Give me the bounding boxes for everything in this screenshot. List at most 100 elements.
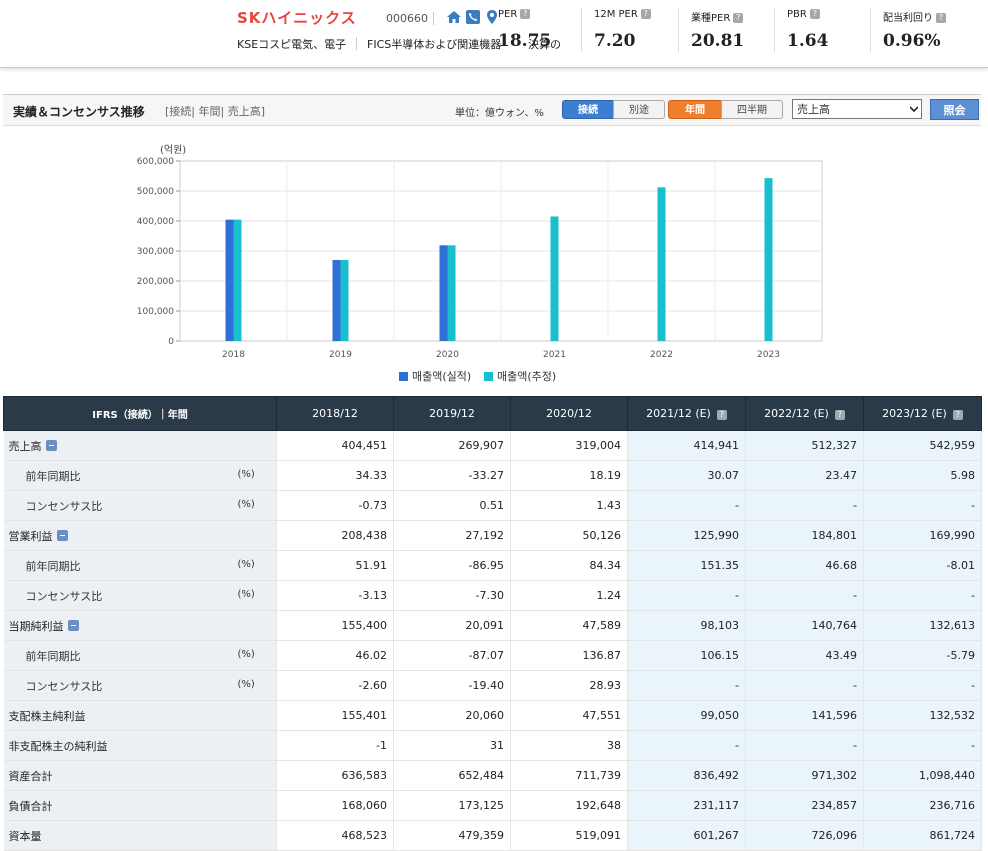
table-cell: -87.07 [393, 640, 511, 671]
help-icon[interactable]: ? [733, 13, 744, 23]
table-cell: -3.13 [276, 580, 394, 611]
home-icon[interactable] [446, 9, 462, 25]
x-tick-label: 2018 [222, 350, 245, 360]
annual-toggle[interactable]: 年間 [668, 100, 722, 119]
row-unit: (%) [237, 679, 255, 690]
item-select[interactable]: 売上高 [792, 99, 922, 119]
consolidated-toggle[interactable]: 接続 [562, 100, 614, 119]
row-label: 前年同期比 (%) [3, 640, 277, 671]
help-icon[interactable]: ? [520, 9, 531, 19]
help-icon[interactable]: ? [716, 410, 727, 420]
row-label: 前年同期比 (%) [3, 460, 277, 491]
table-corner-header: IFRS（接続）｜年間 [3, 396, 277, 431]
table-cell: - [627, 580, 746, 611]
row-label-text: 負債合計 [8, 799, 53, 813]
y-tick-label: 400,000 [137, 217, 174, 227]
row-label: 資本量 [3, 820, 277, 851]
table-row: 当期純利益 155,400 20,091 47,589 98,103 140,764 132… [3, 610, 982, 641]
table-cell: 34.33 [276, 460, 394, 491]
row-label-text: コンセンサス比 [25, 679, 103, 693]
table-cell: 47,551 [510, 700, 628, 731]
table-cell: 0.51 [393, 490, 511, 521]
divider [356, 37, 357, 50]
row-label-text: 支配株主純利益 [8, 709, 86, 723]
table-cell: 31 [393, 730, 511, 761]
collapse-icon[interactable] [56, 529, 68, 541]
table-cell: 836,492 [627, 760, 746, 791]
table-cell: 27,192 [393, 520, 511, 551]
row-label: 非支配株主の純利益 [3, 730, 277, 761]
help-icon[interactable]: ? [952, 410, 963, 420]
help-icon[interactable]: ? [936, 13, 946, 23]
row-label[interactable]: 営業利益 [3, 520, 277, 551]
table-cell: 861,724 [863, 820, 982, 851]
table-cell: 1,098,440 [863, 760, 982, 791]
y-unit-label: (억원) [160, 144, 186, 156]
table-cell: 23.47 [745, 460, 864, 491]
chevron-down-icon [910, 106, 918, 113]
table-cell: 711,739 [510, 760, 628, 791]
table-cell: 169,990 [863, 520, 982, 551]
phone-icon[interactable] [465, 9, 481, 25]
row-label: 負債合計 [3, 790, 277, 821]
map-pin-icon[interactable] [484, 9, 500, 25]
table-cell: 168,060 [276, 790, 394, 821]
table-cell: -5.79 [863, 640, 982, 671]
divider [581, 8, 582, 52]
row-label-text: 非支配株主の純利益 [8, 739, 108, 753]
revenue-chart: 0 100,000 200,000 300,000 400,000 500,000 600,… [0, 125, 988, 395]
table-cell: - [863, 730, 982, 761]
legend-item-actual[interactable]: 매출액(실적) [399, 368, 471, 384]
table-cell: 20,091 [393, 610, 511, 641]
row-label-text: 資本量 [8, 829, 42, 843]
table-row: 支配株主純利益 155,401 20,060 47,551 99,050 141,596 1… [3, 700, 982, 731]
bar-estimate [340, 260, 349, 341]
row-label: コンセンサス比 (%) [3, 490, 277, 521]
row-label[interactable]: 売上高 [3, 430, 277, 461]
table-cell: -2.60 [276, 670, 394, 701]
bar-estimate [657, 187, 666, 341]
row-label-text: 前年同期比 [25, 649, 81, 663]
help-icon[interactable]: ? [640, 9, 651, 19]
table-row: 非支配株主の純利益 -1 31 38- - - [3, 730, 982, 761]
table-cell: 208,438 [276, 520, 394, 551]
table-cell: 141,596 [745, 700, 864, 731]
table-cell: 155,400 [276, 610, 394, 641]
table-cell: -7.30 [393, 580, 511, 611]
help-icon[interactable]: ? [809, 9, 820, 19]
table-cell: - [627, 730, 746, 761]
table-cell: 46.02 [276, 640, 394, 671]
metric-value-pbr: 1.64 [787, 31, 829, 51]
stock-header: SKハイニックス 000660 KSEコスピ電気、電子 FICS半導体および関連… [0, 0, 988, 68]
table-cell: 28.93 [510, 670, 628, 701]
separate-toggle[interactable]: 別途 [613, 100, 665, 119]
table-row: 前年同期比 (%) 34.33 -33.27 18.19 30.07 23.47 5.98 [3, 460, 982, 491]
table-cell: - [745, 580, 864, 611]
table-header-row: IFRS（接続）｜年間 2018/12 2019/12 2020/12 2021… [3, 396, 982, 431]
row-label-text: 資産合計 [8, 769, 53, 783]
section-breadcrumb: [接続| 年間| 売上高] [165, 105, 265, 118]
divider [433, 12, 434, 25]
metric-label-per: PER? [498, 9, 531, 20]
financial-table: IFRS（接続）｜年間 2018/12 2019/12 2020/12 2021… [3, 396, 982, 851]
company-name[interactable]: SKハイニックス [237, 9, 357, 27]
table-cell: - [627, 490, 746, 521]
collapse-icon[interactable] [45, 439, 57, 451]
collapse-icon[interactable] [67, 619, 79, 631]
row-label[interactable]: 当期純利益 [3, 610, 277, 641]
table-cell: 414,941 [627, 430, 746, 461]
x-tick-label: 2020 [436, 350, 459, 360]
table-cell: - [863, 670, 982, 701]
quarterly-toggle[interactable]: 四半期 [721, 100, 783, 119]
query-button[interactable]: 照会 [930, 99, 979, 120]
table-cell: 84.34 [510, 550, 628, 581]
metric-label-pbr: PBR? [787, 9, 820, 20]
table-row: コンセンサス比 (%) -3.13 -7.30 1.24- - - [3, 580, 982, 611]
table-cell: 155,401 [276, 700, 394, 731]
help-icon[interactable]: ? [834, 410, 845, 420]
x-tick-label: 2021 [543, 350, 566, 360]
legend-item-estimate[interactable]: 매출액(추정) [484, 368, 556, 384]
table-cell: 20,060 [393, 700, 511, 731]
table-cell: 636,583 [276, 760, 394, 791]
table-cell: -33.27 [393, 460, 511, 491]
